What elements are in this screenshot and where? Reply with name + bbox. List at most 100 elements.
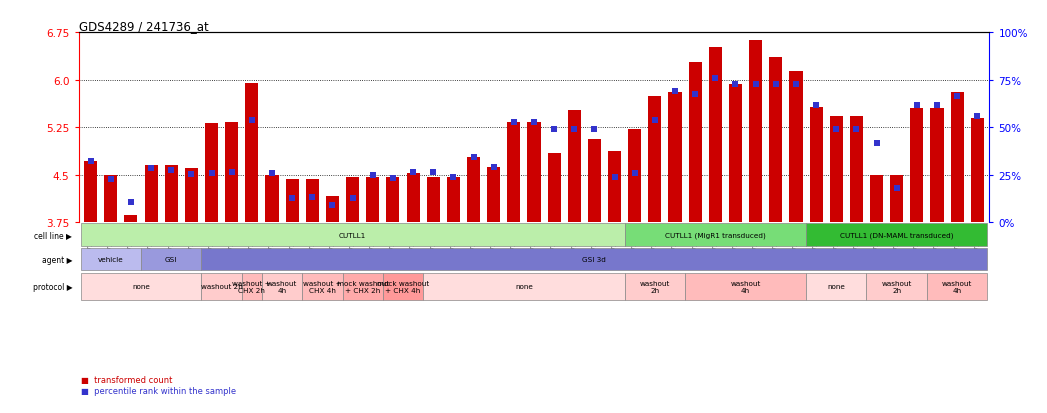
Text: none: none [827,284,845,290]
Point [486,164,503,171]
Text: washout +
CHX 4h: washout + CHX 4h [303,280,341,293]
Bar [383,273,423,300]
Bar [507,123,520,223]
Text: washout 2h: washout 2h [201,284,243,290]
Bar [789,72,802,223]
Point [384,175,401,182]
Bar [910,109,923,223]
Point [687,92,704,98]
Point [425,169,442,176]
Bar [84,161,97,223]
Text: mock washout
+ CHX 4h: mock washout + CHX 4h [377,280,429,293]
Bar [625,224,806,246]
Point [244,117,261,123]
Point [707,75,723,82]
Point [646,117,663,123]
Point [848,126,865,133]
Bar [144,166,158,223]
Bar [749,40,762,223]
Text: mock washout
+ CHX 2h: mock washout + CHX 2h [336,280,388,293]
Bar [729,85,742,223]
Text: washout
4h: washout 4h [942,280,973,293]
Point [264,170,281,177]
Point [203,170,220,177]
Point [223,169,240,176]
Point [364,172,381,179]
Bar [689,63,701,223]
Point [727,82,743,88]
Bar [286,180,298,223]
Bar [806,273,867,300]
Bar [608,152,621,223]
Bar [306,180,319,223]
Bar [225,123,239,223]
Point [767,82,784,88]
Bar [528,123,540,223]
Text: GSI: GSI [165,256,177,262]
Point [122,199,139,206]
Bar [806,224,987,246]
Bar [406,173,420,223]
Point [103,176,119,183]
Point [405,169,422,176]
Text: CUTLL1 (MigR1 transduced): CUTLL1 (MigR1 transduced) [665,232,765,238]
Bar [303,273,342,300]
Point [163,168,180,174]
Bar [809,108,823,223]
Bar [164,166,178,223]
Point [586,126,603,133]
Point [888,185,905,191]
Point [748,82,764,88]
Point [506,120,522,126]
Text: vehicle: vehicle [97,256,124,262]
Bar [927,273,987,300]
Text: CUTLL1: CUTLL1 [339,232,366,238]
Bar [567,111,581,223]
Point [325,202,341,209]
Point [807,102,824,109]
Point [787,82,804,88]
Point [929,102,945,109]
Bar [326,196,339,223]
Point [949,93,965,100]
Bar [81,224,625,246]
Text: washout +
CHX 2h: washout + CHX 2h [232,280,271,293]
Point [526,120,542,126]
Point [344,195,361,202]
Bar [685,273,806,300]
Bar [829,116,843,223]
Point [465,154,482,161]
Point [565,126,582,133]
Bar [668,93,682,223]
Bar [423,273,625,300]
Point [445,174,462,180]
Text: washout
2h: washout 2h [640,280,670,293]
Text: GSI 3d: GSI 3d [582,256,606,262]
Point [284,195,300,202]
Point [183,171,200,178]
Bar [201,273,242,300]
Point [83,158,99,165]
Bar [262,273,303,300]
Text: CUTLL1 (DN-MAML transduced): CUTLL1 (DN-MAML transduced) [840,232,954,238]
Point [606,174,623,180]
Text: GDS4289 / 241736_at: GDS4289 / 241736_at [79,20,208,33]
Point [868,140,885,147]
Point [545,126,562,133]
Text: none: none [132,284,150,290]
Bar [266,176,279,223]
Bar [971,119,984,223]
Bar [205,123,218,223]
Bar [185,169,198,223]
Bar [587,139,601,223]
Text: none: none [515,284,533,290]
Point [142,166,159,172]
Bar [105,176,117,223]
Text: ■  percentile rank within the sample: ■ percentile rank within the sample [81,386,236,395]
Text: cell line ▶: cell line ▶ [35,230,72,240]
Bar [245,84,259,223]
Bar [951,93,963,223]
Bar [850,116,863,223]
Bar [770,58,782,223]
Point [909,102,926,109]
